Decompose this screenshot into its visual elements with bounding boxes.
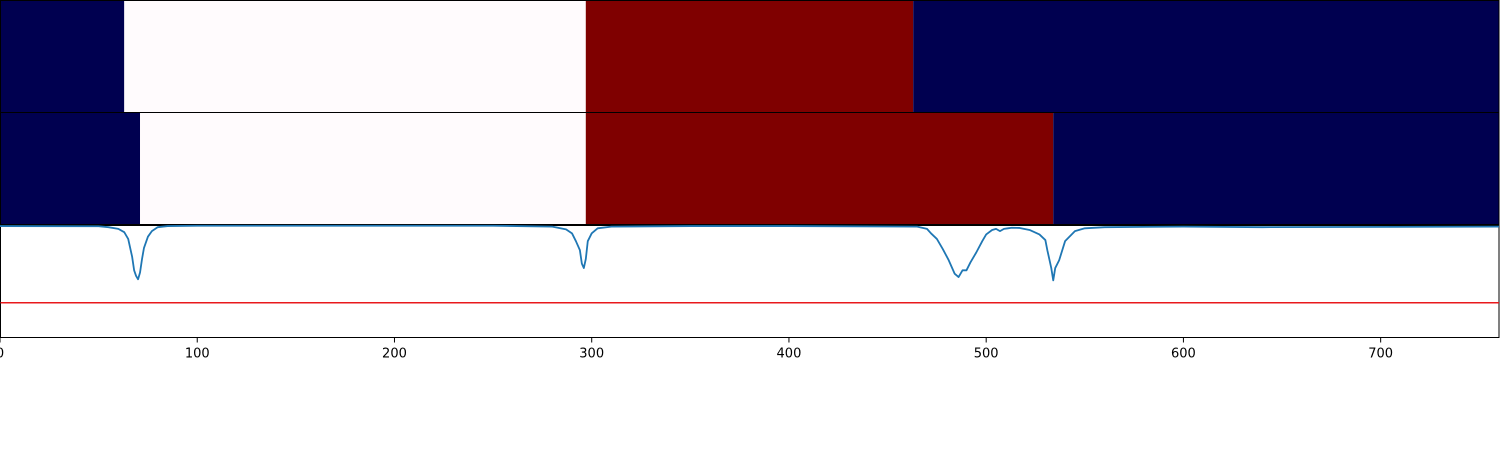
series-line-1 bbox=[0, 224, 1500, 282]
row-1-segment-4 bbox=[913, 0, 1499, 113]
x-tick-label-600: 600 bbox=[1171, 347, 1196, 362]
x-tick-label-400: 400 bbox=[777, 347, 802, 362]
x-tick-label-0: 0 bbox=[0, 347, 4, 362]
x-tick-label-300: 300 bbox=[579, 347, 604, 362]
x-axis: 0 100 200 300 400 500 600 700 bbox=[0, 337, 1393, 362]
line-panel bbox=[0, 224, 1500, 338]
segment-rows bbox=[0, 0, 1500, 225]
row-1-segment-1 bbox=[0, 0, 125, 113]
line-panel-frame bbox=[0, 225, 1500, 338]
row-2-segment-1 bbox=[0, 112, 141, 225]
row-2-segment-4 bbox=[1053, 112, 1499, 225]
x-tick-label-200: 200 bbox=[382, 347, 407, 362]
row-2-segment-2 bbox=[140, 112, 586, 225]
row-2-frame bbox=[0, 112, 1500, 225]
row-1-segment-2 bbox=[124, 0, 586, 113]
row-1-segment-3 bbox=[585, 0, 914, 113]
row-2-segment-3 bbox=[585, 112, 1054, 225]
x-tick-label-500: 500 bbox=[974, 347, 999, 362]
x-tick-label-100: 100 bbox=[185, 347, 210, 362]
x-tick-label-700: 700 bbox=[1368, 347, 1393, 362]
